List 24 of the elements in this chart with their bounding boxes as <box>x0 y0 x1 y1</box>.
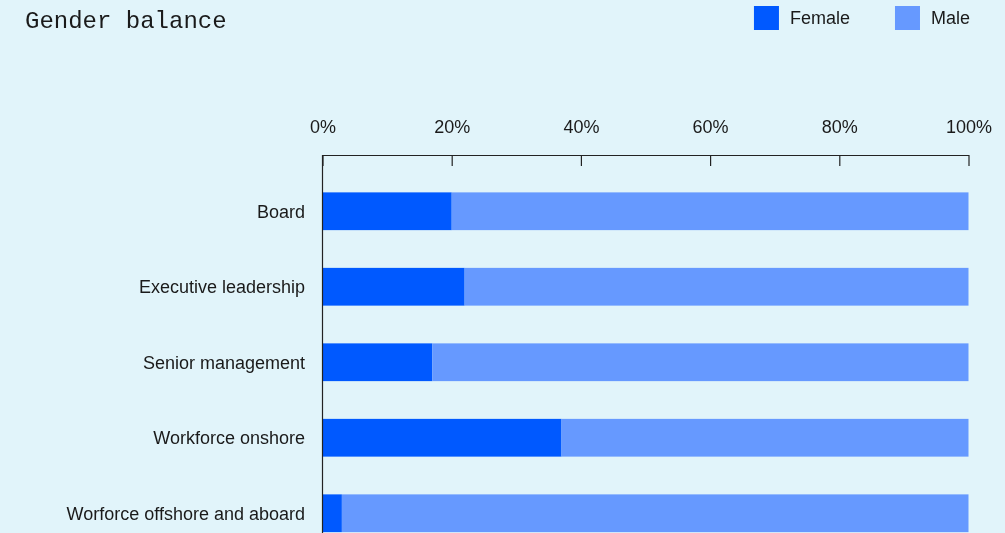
y-tick-label: Executive leadership <box>138 277 305 298</box>
x-tick-label: 20% <box>434 117 471 137</box>
bar <box>322 343 433 382</box>
y-tick-label: Board <box>256 201 305 222</box>
bar <box>322 418 562 457</box>
bar <box>432 343 969 382</box>
bar <box>464 267 969 306</box>
bar <box>322 494 342 533</box>
x-tick-label: 0% <box>309 117 337 137</box>
text: Gender balance <box>25 8 227 35</box>
bar <box>561 418 969 457</box>
legend-label: Male <box>930 8 970 29</box>
y-tick-label: Senior management <box>142 352 305 373</box>
y-tick-label: Workforce onshore <box>153 428 305 449</box>
x-tick-label: 60% <box>692 117 729 137</box>
bar <box>322 267 465 306</box>
bar <box>341 494 969 533</box>
x-tick-label: 80% <box>821 117 858 137</box>
y-tick-label: Worforce offshore and aboard <box>66 503 305 524</box>
bar <box>322 192 452 231</box>
bar <box>451 192 969 231</box>
x-tick-label: 100% <box>945 117 993 137</box>
x-tick-label: 40% <box>563 117 600 137</box>
legend-label: Female <box>789 8 850 29</box>
